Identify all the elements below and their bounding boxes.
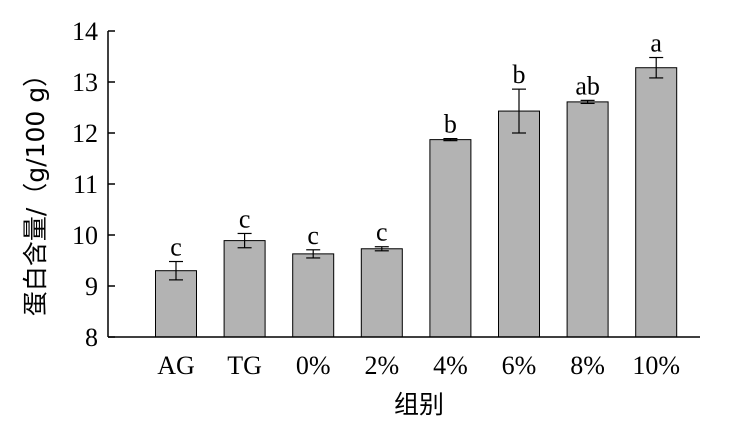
y-tick-label: 9 xyxy=(85,272,98,301)
y-tick-label: 13 xyxy=(72,68,98,97)
x-tick-label: 10% xyxy=(632,351,680,380)
x-tick-label: AG xyxy=(157,351,195,380)
error-bar xyxy=(374,246,389,252)
significance-label: b xyxy=(444,110,457,139)
error-bar xyxy=(580,99,595,105)
x-tick-label: 2% xyxy=(364,351,399,380)
bar-TG xyxy=(223,240,266,338)
y-axis-title: 蛋白含量/（g/100 g） xyxy=(21,62,50,316)
x-axis-title: 组别 xyxy=(394,390,444,419)
bar-2% xyxy=(360,248,403,338)
y-axis-ticks: 8 9 10 11 12 13 14 xyxy=(72,17,115,352)
significance-label: a xyxy=(650,29,662,58)
y-tick-label: 11 xyxy=(73,170,98,199)
bar-10% xyxy=(635,67,678,338)
bar-AG xyxy=(155,270,197,338)
bar-8% xyxy=(566,101,609,338)
y-tick-label: 14 xyxy=(72,17,98,46)
significance-label: b xyxy=(513,60,526,89)
significance-label: ab xyxy=(575,71,600,100)
x-axis-ticks: AG TG 0% 2% 4% 6% 8% 10% xyxy=(157,351,680,380)
x-tick-label: 4% xyxy=(433,351,468,380)
error-bar xyxy=(512,88,526,134)
error-bar xyxy=(169,260,183,281)
significance-label: c xyxy=(307,221,319,250)
y-tick-label: 8 xyxy=(85,323,98,352)
y-tick-label: 10 xyxy=(72,221,98,250)
significance-label: c xyxy=(376,218,388,247)
significance-label: c xyxy=(239,204,251,233)
error-bar xyxy=(443,138,458,142)
x-tick-label: 0% xyxy=(296,351,331,380)
bar-0% xyxy=(292,253,335,338)
error-bars xyxy=(169,56,664,281)
significance-labels: c c c c b b ab a xyxy=(170,29,662,262)
bar-6% xyxy=(498,110,540,338)
x-tick-label: TG xyxy=(227,351,262,380)
error-bar xyxy=(306,249,321,259)
bar-4% xyxy=(429,139,472,338)
x-tick-label: 6% xyxy=(502,351,537,380)
bars xyxy=(155,67,678,338)
y-tick-label: 12 xyxy=(72,119,98,148)
significance-label: c xyxy=(170,233,182,262)
error-bar xyxy=(237,232,252,249)
error-bar xyxy=(649,56,664,79)
x-tick-label: 8% xyxy=(570,351,605,380)
